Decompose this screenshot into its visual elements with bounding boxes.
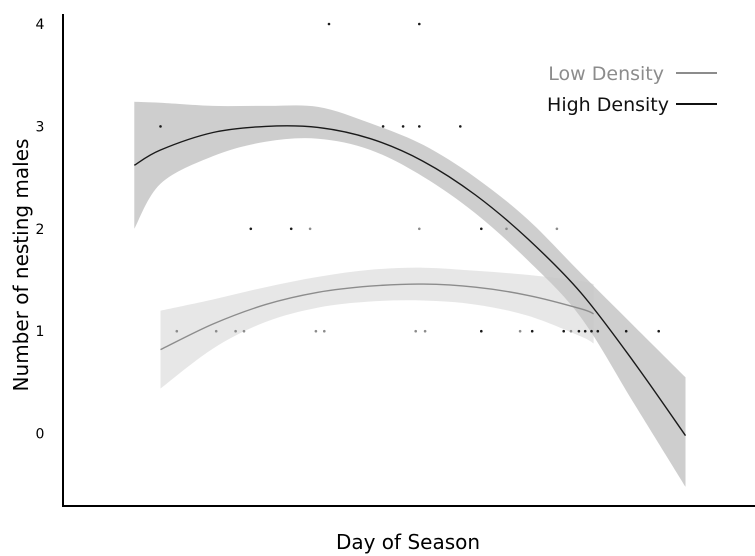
point-high-density	[159, 125, 162, 128]
point-high-density	[480, 329, 483, 333]
axes	[62, 14, 755, 507]
data-points	[159, 22, 660, 333]
point-high-density	[530, 329, 534, 333]
y-axis-title: Number of nesting males	[9, 139, 33, 392]
point-high-density	[596, 329, 600, 333]
point-low-density	[555, 227, 559, 231]
point-high-density	[590, 329, 593, 333]
point-high-density	[624, 329, 628, 333]
point-low-density	[234, 329, 237, 333]
confidence-bands	[134, 101, 686, 487]
point-high-density	[381, 125, 385, 128]
point-high-density	[577, 329, 581, 333]
y-tick-label: 1	[36, 324, 45, 340]
y-tick-label: 4	[36, 17, 45, 33]
point-high-density	[459, 125, 462, 128]
point-high-density	[562, 329, 565, 333]
point-high-density	[327, 22, 331, 26]
point-high-density	[583, 329, 587, 333]
point-low-density	[423, 329, 427, 333]
point-low-density	[214, 329, 218, 333]
fit-line-high-density	[133, 125, 687, 437]
legend-label-high-density: High Density	[547, 94, 669, 116]
point-low-density	[308, 227, 312, 231]
y-tick-label: 0	[36, 427, 45, 443]
point-high-density	[418, 22, 421, 26]
point-high-density	[480, 227, 483, 231]
point-low-density	[175, 329, 179, 333]
x-axis-title: Day of Season	[336, 530, 480, 554]
point-low-density	[414, 329, 418, 333]
point-high-density	[249, 227, 253, 231]
point-high-density	[401, 125, 405, 128]
legend-label-low-density: Low Density	[548, 63, 664, 85]
point-low-density	[505, 227, 508, 231]
point-low-density	[323, 329, 326, 333]
point-low-density	[314, 329, 318, 333]
y-tick-label: 2	[36, 222, 45, 238]
y-tick-labels: 0 1 2 3 4	[36, 17, 45, 443]
point-low-density	[242, 329, 246, 333]
y-tick-label: 3	[36, 119, 45, 135]
point-high-density	[657, 329, 660, 333]
fit-lines	[133, 125, 687, 437]
confidence-band-high-density	[134, 101, 686, 487]
point-low-density	[418, 227, 421, 231]
legend: Low Density High Density	[547, 63, 717, 116]
point-low-density	[518, 329, 522, 333]
fit-line-low-density	[160, 283, 594, 351]
point-low-density	[569, 329, 573, 333]
point-high-density	[418, 125, 421, 128]
confidence-band-low-density	[160, 267, 594, 389]
point-high-density	[289, 227, 293, 231]
